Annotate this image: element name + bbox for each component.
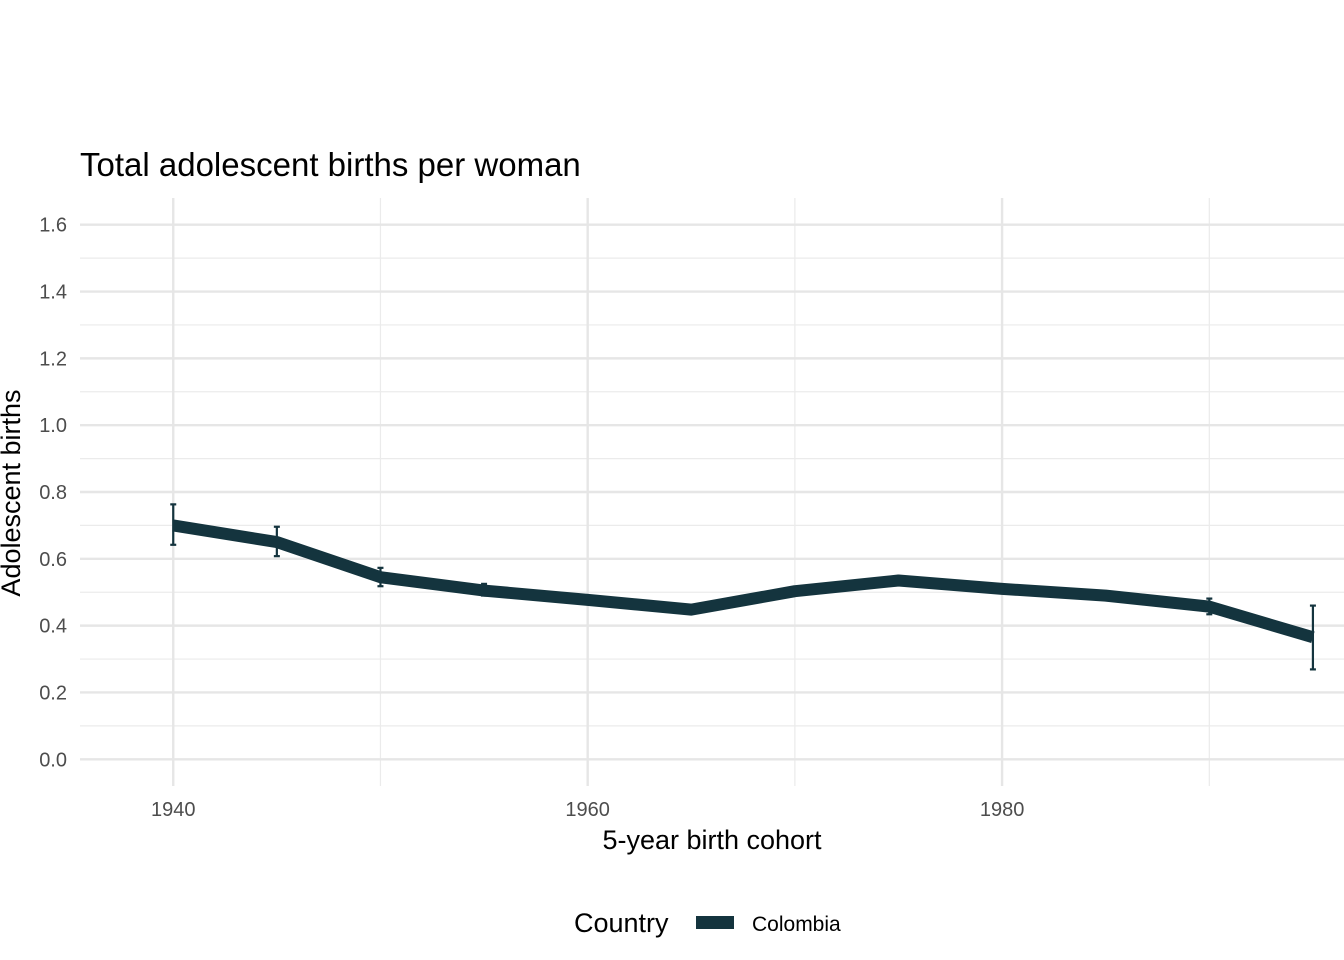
x-axis-title: 5-year birth cohort [602,825,822,855]
data-point [172,524,174,526]
error-bar [170,503,177,546]
data-point [1208,606,1210,608]
y-tick-label: 0.2 [39,682,67,704]
y-axis-ticks: 0.0 0.2 0.4 0.6 0.8 1.0 1.2 1.4 1.6 [39,215,67,772]
y-tick-label: 1.2 [39,348,67,370]
series-lines [172,519,1315,644]
data-point [379,576,381,578]
data-point [897,580,899,582]
y-tick-label: 0.4 [39,616,67,638]
legend-label-colombia: Colombia [752,913,841,936]
series-line-colombia [172,519,1315,644]
chart-title: Total adolescent births per woman [80,146,581,183]
grid-minor [80,198,1344,786]
error-bar [1309,604,1316,671]
y-tick-label: 1.4 [39,282,67,304]
data-point [276,541,278,543]
y-tick-label: 1.6 [39,215,67,237]
legend: Country Colombia [574,908,841,938]
x-axis-ticks: 1940 1960 1980 [151,799,1024,821]
x-tick-label: 1980 [980,799,1025,821]
legend-title: Country [574,908,669,938]
grid-major [80,198,1344,786]
x-tick-label: 1960 [565,799,610,821]
y-tick-label: 0.8 [39,482,67,504]
data-point [1105,595,1107,597]
error-bars [170,503,1316,671]
data-point [483,590,485,592]
legend-key-colombia [696,916,734,929]
y-tick-label: 0.0 [39,749,67,771]
data-point [1312,636,1314,638]
y-tick-label: 0.6 [39,549,67,571]
x-tick-label: 1940 [151,799,196,821]
data-point [1001,588,1003,590]
data-point [587,599,589,601]
y-axis-title: Adolescent births [0,389,26,596]
data-point [690,609,692,611]
data-point [794,590,796,592]
y-tick-label: 1.0 [39,415,67,437]
